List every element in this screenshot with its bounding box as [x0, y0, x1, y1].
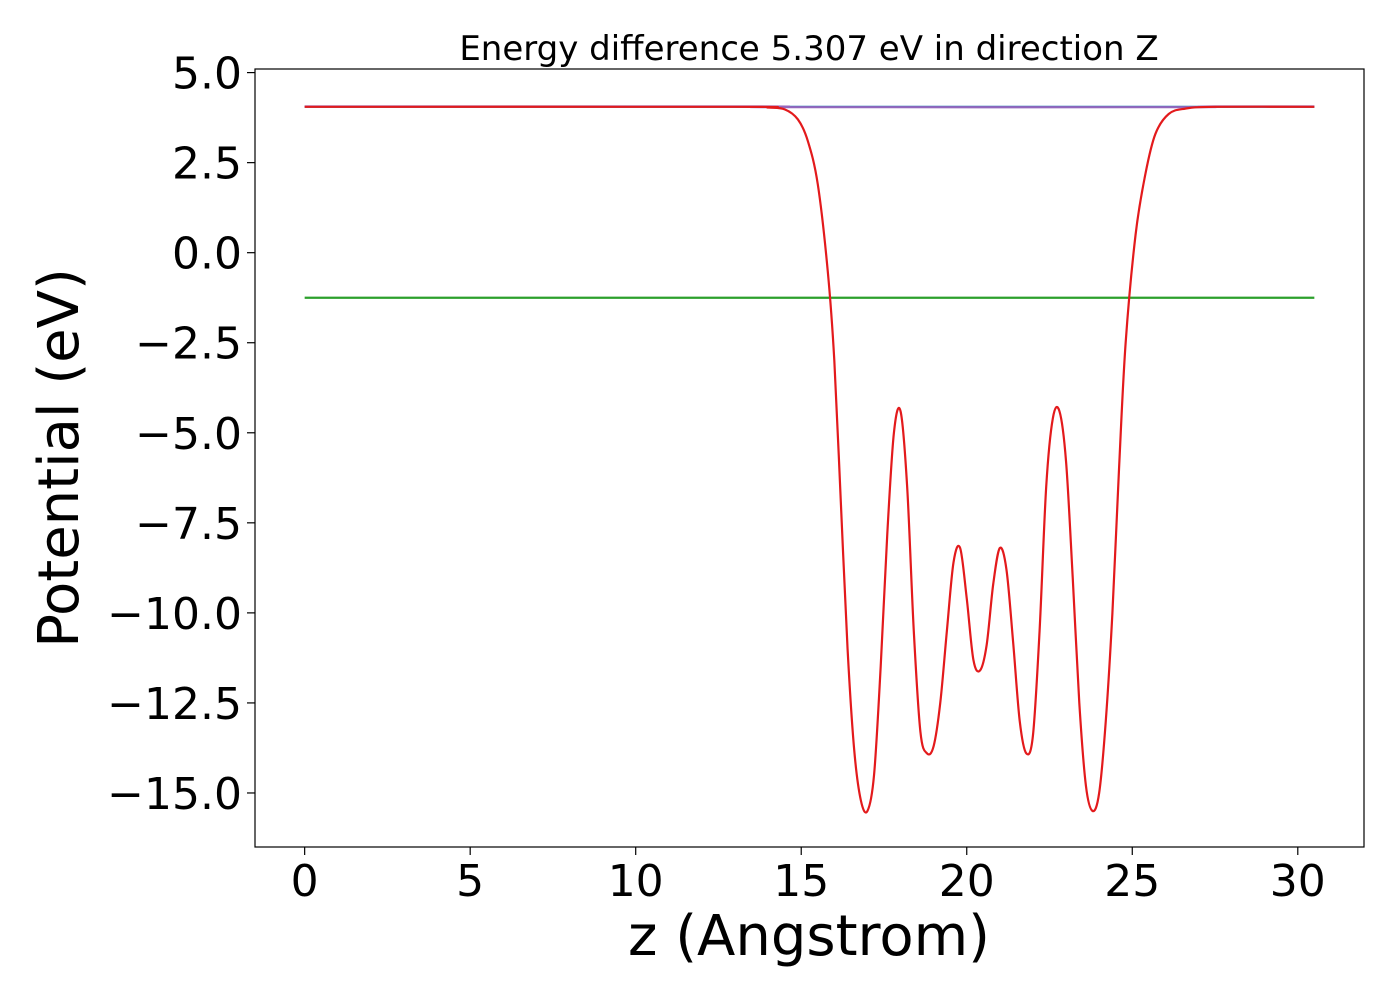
x-tick-label: 25 [1104, 856, 1160, 907]
y-tick-label: −15.0 [107, 769, 242, 820]
x-tick-label: 30 [1270, 856, 1326, 907]
y-tick-label: −10.0 [107, 589, 242, 640]
x-tick-label: 15 [773, 856, 829, 907]
y-tick-label: −12.5 [107, 679, 242, 730]
x-tick-label: 5 [456, 856, 484, 907]
plot-area-frame [254, 68, 1365, 848]
x-tick-label: 0 [291, 856, 319, 907]
y-tick-label: 2.5 [172, 139, 242, 190]
x-tick-label: 20 [939, 856, 995, 907]
x-axis-label: z (Angstrom) [628, 904, 990, 969]
chart-title: Energy difference 5.307 eV in direction … [459, 29, 1158, 69]
y-axis-label: Potential (eV) [27, 268, 92, 648]
y-tick-label: −7.5 [135, 499, 242, 550]
x-tick-label: 10 [608, 856, 664, 907]
y-tick-label: −5.0 [135, 409, 242, 460]
y-tick-label: 0.0 [172, 229, 242, 280]
x-axis-ticks: 0 5 10 15 20 25 30 [291, 847, 1326, 907]
y-tick-label: 5.0 [172, 49, 242, 100]
y-tick-label: −2.5 [135, 319, 242, 370]
y-axis-ticks: 5.0 2.5 0.0 −2.5 −5.0 −7.5 −10.0 −12.5 −15.0 [107, 49, 255, 820]
series-layer [304, 105, 1315, 814]
series-line-4 [304, 105, 1315, 814]
